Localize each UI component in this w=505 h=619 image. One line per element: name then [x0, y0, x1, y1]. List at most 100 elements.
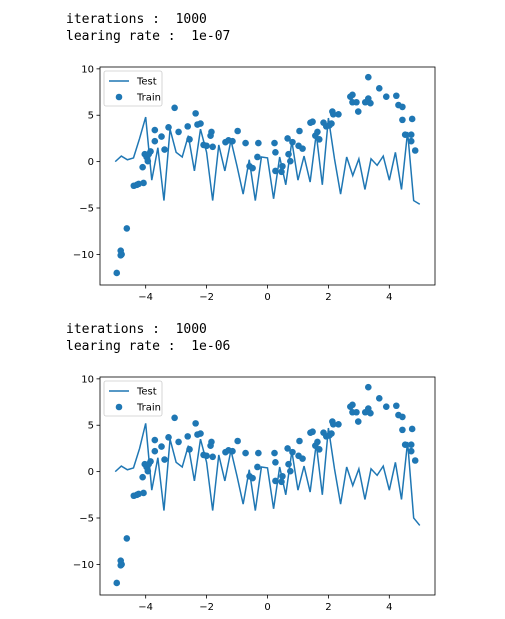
output-text: iterations : 1000	[66, 12, 207, 27]
train-point	[328, 430, 335, 437]
train-point	[285, 460, 292, 468]
train-point	[135, 490, 142, 498]
train-point	[329, 421, 337, 428]
train-point	[147, 458, 154, 465]
y-tick-label: −5	[79, 514, 94, 525]
train-point	[197, 430, 204, 437]
train-point	[287, 467, 294, 475]
train-point	[335, 421, 342, 428]
train-point	[207, 442, 214, 449]
train-point	[299, 455, 306, 462]
train-point	[353, 98, 360, 106]
train-point	[123, 535, 131, 542]
x-tick-label: −2	[199, 602, 214, 613]
x-tick-label: 2	[325, 292, 331, 303]
train-point	[335, 111, 342, 118]
train-point	[279, 472, 286, 480]
train-point	[279, 162, 286, 170]
train-point	[161, 146, 168, 153]
legend-label: Train	[136, 403, 161, 414]
x-tick-label: 4	[386, 292, 392, 303]
train-point	[171, 104, 178, 112]
train-point	[315, 136, 323, 143]
train-point	[284, 445, 291, 452]
train-point	[140, 179, 147, 187]
train-point	[272, 167, 279, 175]
train-point	[165, 123, 172, 131]
train-point	[309, 428, 316, 436]
train-point	[401, 131, 409, 139]
train-point	[234, 127, 241, 135]
y-tick-label: −10	[73, 250, 94, 261]
train-point	[411, 457, 419, 464]
train-point	[354, 418, 362, 425]
legend-dot	[115, 403, 123, 411]
train-point	[271, 139, 278, 147]
train-point	[147, 148, 154, 155]
output-text: iterations : 1000	[66, 322, 207, 337]
test-line	[114, 423, 421, 526]
train-point	[382, 93, 390, 100]
legend-label: Train	[136, 93, 161, 104]
train-point	[113, 269, 121, 277]
train-point	[186, 136, 193, 143]
chart: −4 −2 0 2 4 −10 −5 0 5 10 Test Train	[73, 64, 436, 303]
train-point	[329, 111, 337, 118]
train-point	[393, 402, 400, 410]
chart: −4 −2 0 2 4 −10 −5 0 5 10 Test Train	[73, 374, 436, 613]
train-point	[255, 139, 262, 147]
train-point	[408, 115, 416, 123]
train-point	[171, 414, 178, 422]
train-point	[271, 449, 278, 457]
train-point	[399, 426, 406, 434]
legend-label: Test	[136, 387, 157, 398]
train-point	[399, 413, 406, 421]
train-point	[192, 420, 199, 427]
train-point	[175, 128, 182, 136]
train-point	[254, 153, 261, 161]
train-point	[151, 137, 159, 145]
train-point	[375, 395, 383, 402]
train-point	[296, 437, 303, 445]
x-tick-label: 4	[386, 602, 392, 613]
train-point	[144, 157, 152, 165]
y-tick-label: 10	[81, 64, 94, 75]
train-point	[272, 149, 279, 156]
train-point	[411, 147, 419, 154]
train-point	[209, 143, 216, 151]
train-point	[144, 467, 152, 475]
x-tick-label: −2	[199, 292, 214, 303]
train-point	[158, 443, 165, 450]
train-point	[117, 252, 125, 259]
y-tick-label: 10	[81, 374, 94, 385]
train-point	[151, 126, 159, 134]
train-point	[192, 110, 199, 117]
train-point	[139, 473, 146, 481]
train-point	[299, 145, 306, 152]
train-point	[401, 441, 409, 449]
train-point	[249, 474, 256, 482]
train-point	[278, 168, 285, 176]
train-point	[349, 401, 356, 409]
train-point	[272, 477, 279, 485]
x-tick-label: 2	[325, 602, 331, 613]
train-point	[407, 131, 415, 139]
y-tick-label: 5	[88, 111, 94, 122]
train-point	[135, 180, 142, 188]
train-point	[209, 453, 216, 461]
y-tick-label: 0	[88, 467, 94, 478]
train-point	[399, 103, 406, 111]
train-point	[285, 150, 292, 158]
train-point	[408, 425, 416, 433]
x-tick-label: −4	[138, 292, 153, 303]
train-point	[117, 562, 125, 569]
train-point	[407, 441, 415, 449]
train-point	[272, 459, 279, 466]
train-point	[255, 449, 262, 457]
train-point	[140, 489, 147, 497]
train-point	[161, 456, 168, 463]
output-text: learing rate : 1e-06	[66, 339, 230, 354]
train-point	[287, 157, 294, 165]
train-point	[296, 127, 303, 135]
x-tick-label: 0	[264, 602, 270, 613]
